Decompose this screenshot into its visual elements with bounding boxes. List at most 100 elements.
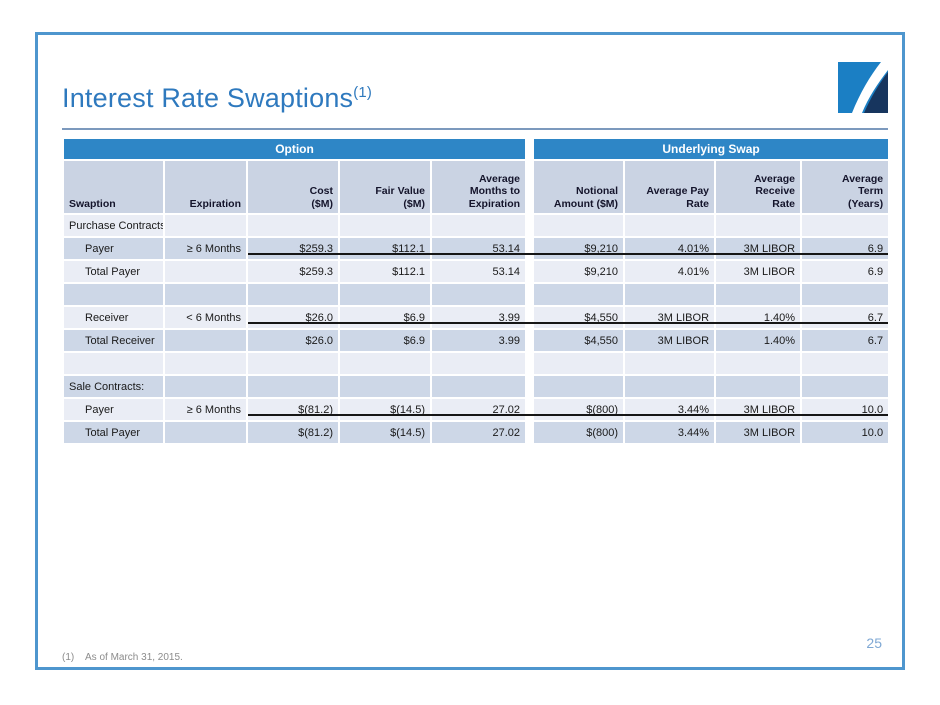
table-cell bbox=[165, 261, 246, 282]
table-cell: 3M LIBOR bbox=[625, 307, 715, 328]
table-cell: 10.0 bbox=[802, 422, 889, 443]
table-row: Payer ≥ 6 Months $259.3 $112.1 53.14 $9,210 4.… bbox=[64, 238, 889, 259]
table-cell: Sale Contracts: bbox=[64, 376, 163, 397]
table-cell bbox=[625, 215, 715, 236]
table-cell: $112.1 bbox=[340, 238, 430, 259]
sum-underline bbox=[248, 253, 888, 255]
table-cell: $9,210 bbox=[534, 261, 624, 282]
title-divider bbox=[62, 128, 888, 130]
table-body: Purchase Contracts: Payer ≥ 6 Months $259.3… bbox=[64, 215, 889, 443]
table-cell: 6.9 bbox=[802, 238, 889, 259]
table-cell: $112.1 bbox=[340, 261, 430, 282]
table-cell: 3.44% bbox=[625, 422, 715, 443]
table-cell: 10.0 bbox=[802, 399, 889, 420]
group-gap bbox=[527, 284, 533, 305]
col-header-cost: Cost ($M) bbox=[248, 161, 338, 213]
group-header-row: Option Underlying Swap bbox=[64, 139, 889, 159]
table-cell: $(14.5) bbox=[340, 422, 430, 443]
group-gap bbox=[527, 376, 533, 397]
table-cell: Total Payer bbox=[64, 422, 163, 443]
table-cell bbox=[625, 376, 715, 397]
table-cell bbox=[248, 353, 338, 374]
group-gap bbox=[527, 215, 533, 236]
table-cell bbox=[625, 353, 715, 374]
table-cell: 3.44% bbox=[625, 399, 715, 420]
table-cell: Total Payer bbox=[64, 261, 163, 282]
page-title: Interest Rate Swaptions(1) bbox=[62, 83, 372, 114]
table-cell bbox=[340, 215, 430, 236]
group-header-underlying-swap: Underlying Swap bbox=[534, 139, 889, 159]
table-cell bbox=[64, 353, 163, 374]
table-cell: $(14.5) bbox=[340, 399, 430, 420]
table-cell bbox=[432, 284, 526, 305]
swaptions-table-wrapper: Option Underlying Swap Swaption Expirati… bbox=[62, 137, 890, 445]
table-cell: ≥ 6 Months bbox=[165, 399, 246, 420]
col-header-avg-term: Average Term (Years) bbox=[802, 161, 889, 213]
table-row: Payer ≥ 6 Months $(81.2) $(14.5) 27.02 $(800)… bbox=[64, 399, 889, 420]
table-cell: $(81.2) bbox=[248, 399, 338, 420]
table-cell bbox=[625, 284, 715, 305]
table-cell: Purchase Contracts: bbox=[64, 215, 163, 236]
table-cell: $26.0 bbox=[248, 330, 338, 351]
table-cell: 3M LIBOR bbox=[716, 399, 801, 420]
table-cell: 53.14 bbox=[432, 238, 526, 259]
table-cell bbox=[248, 284, 338, 305]
table-cell bbox=[534, 215, 624, 236]
table-row: Total Payer $(81.2) $(14.5) 27.02 $(800) 3.44… bbox=[64, 422, 889, 443]
table-cell: < 6 Months bbox=[165, 307, 246, 328]
table-cell bbox=[802, 284, 889, 305]
table-row: Total Payer $259.3 $112.1 53.14 $9,210 4.01% 3… bbox=[64, 261, 889, 282]
table-cell: Payer bbox=[64, 238, 163, 259]
table-cell bbox=[534, 376, 624, 397]
table-cell bbox=[165, 422, 246, 443]
page-number: 25 bbox=[866, 635, 882, 651]
table-cell: $9,210 bbox=[534, 238, 624, 259]
group-gap bbox=[527, 353, 533, 374]
table-cell bbox=[165, 215, 246, 236]
table-cell: Total Receiver bbox=[64, 330, 163, 351]
table-cell bbox=[248, 376, 338, 397]
page-title-footnote-ref: (1) bbox=[353, 85, 373, 101]
table-cell: $6.9 bbox=[340, 307, 430, 328]
swaptions-table: Option Underlying Swap Swaption Expirati… bbox=[62, 137, 890, 445]
table-cell: $259.3 bbox=[248, 238, 338, 259]
table-cell: 3M LIBOR bbox=[625, 330, 715, 351]
table-cell bbox=[802, 376, 889, 397]
table-row bbox=[64, 353, 889, 374]
table-cell: 27.02 bbox=[432, 399, 526, 420]
footnote: (1) As of March 31, 2015. bbox=[62, 652, 183, 663]
table-cell bbox=[534, 353, 624, 374]
table-cell bbox=[165, 330, 246, 351]
table-cell: 1.40% bbox=[716, 330, 801, 351]
table-cell: 4.01% bbox=[625, 238, 715, 259]
group-gap bbox=[527, 261, 533, 282]
table-cell: 53.14 bbox=[432, 261, 526, 282]
table-cell: 4.01% bbox=[625, 261, 715, 282]
footnote-text: As of March 31, 2015. bbox=[85, 652, 183, 663]
table-cell bbox=[716, 284, 801, 305]
group-gap bbox=[527, 399, 533, 420]
table-cell: 6.7 bbox=[802, 307, 889, 328]
table-cell: $(81.2) bbox=[248, 422, 338, 443]
table-cell: ≥ 6 Months bbox=[165, 238, 246, 259]
table-cell: $6.9 bbox=[340, 330, 430, 351]
table-row: Sale Contracts: bbox=[64, 376, 889, 397]
table-cell: $(800) bbox=[534, 399, 624, 420]
col-header-notional: Notional Amount ($M) bbox=[534, 161, 624, 213]
group-gap bbox=[527, 161, 533, 213]
table-cell bbox=[165, 284, 246, 305]
column-header-row: Swaption Expiration Cost ($M) Fair Value… bbox=[64, 161, 889, 213]
table-cell: 3.99 bbox=[432, 330, 526, 351]
group-gap bbox=[527, 422, 533, 443]
table-row: Total Receiver $26.0 $6.9 3.99 $4,550 3M LIBO… bbox=[64, 330, 889, 351]
col-header-expiration: Expiration bbox=[165, 161, 246, 213]
table-cell: Payer bbox=[64, 399, 163, 420]
table-cell bbox=[802, 215, 889, 236]
slide-frame: Interest Rate Swaptions(1) Option Underl… bbox=[35, 32, 905, 670]
col-header-avg-receive-rate: Average Receive Rate bbox=[716, 161, 801, 213]
table-cell: 3.99 bbox=[432, 307, 526, 328]
col-header-avg-pay-rate: Average Pay Rate bbox=[625, 161, 715, 213]
table-cell bbox=[340, 376, 430, 397]
table-cell bbox=[248, 215, 338, 236]
table-cell: $4,550 bbox=[534, 307, 624, 328]
